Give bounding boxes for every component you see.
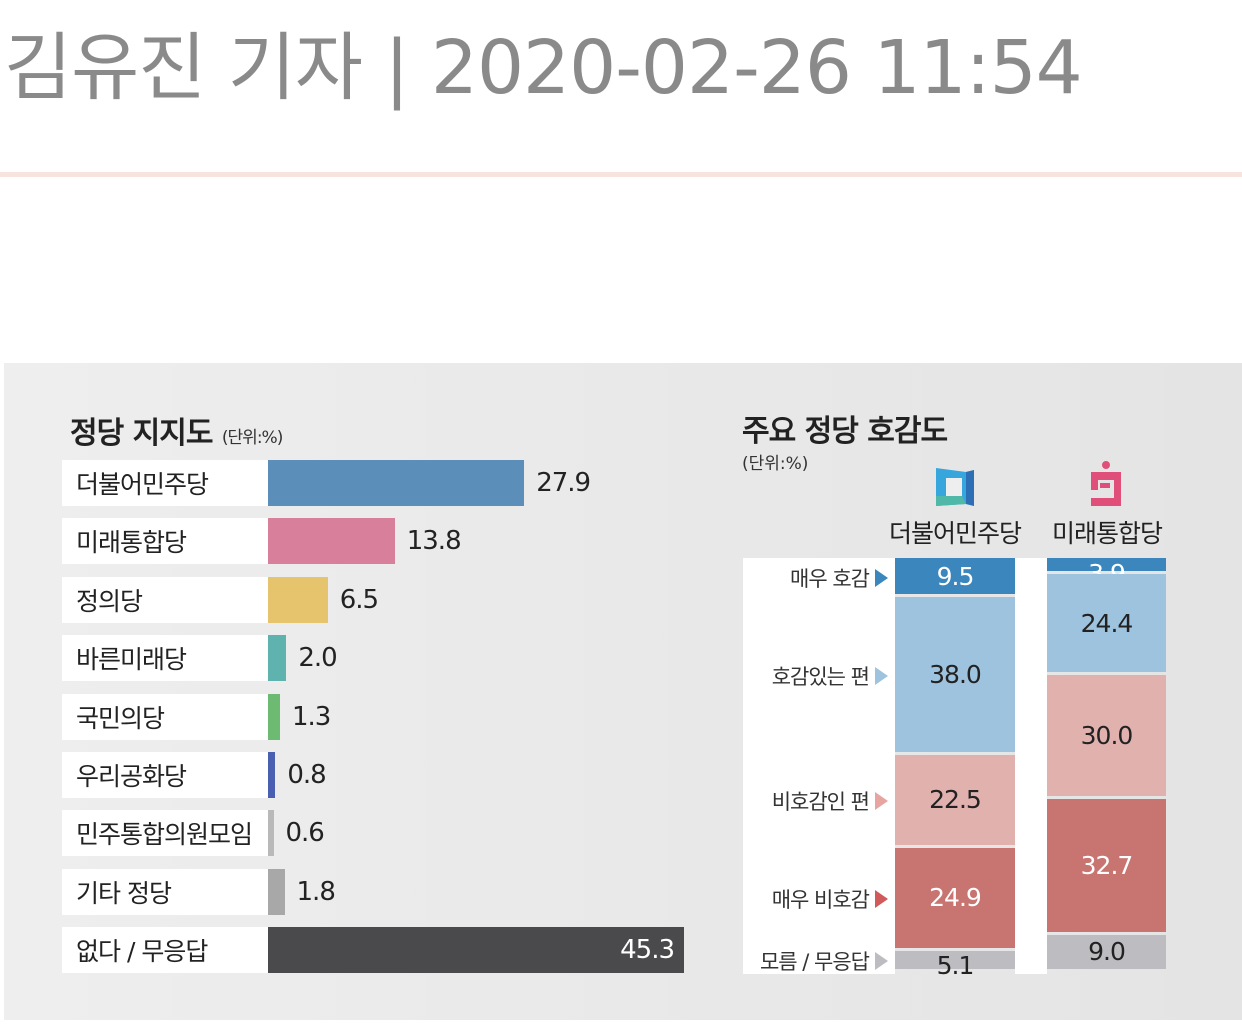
bar (268, 576, 328, 623)
row-label: 매우 비호감 (743, 884, 888, 914)
bar-category-label: 바른미래당 (62, 635, 268, 682)
triangle-marker-icon (875, 792, 888, 811)
bar-value-label: 1.8 (296, 876, 336, 907)
triangle-marker-icon (875, 952, 888, 971)
bar-value-label: 0.8 (287, 760, 326, 790)
segment-value-label: 24.9 (929, 883, 982, 913)
bar (268, 635, 287, 682)
bar-value-label: 1.3 (291, 701, 331, 732)
row-label: 호감있는 편 (743, 661, 888, 691)
triangle-marker-icon (875, 890, 888, 909)
united-future-party-logo-icon (1091, 461, 1121, 506)
triangle-marker-icon (875, 568, 888, 587)
column-label-democratic: 더불어민주당 (888, 519, 1022, 548)
row-label-text: 모름 / 무응답 (759, 950, 870, 975)
segment-value-label: 9.0 (1088, 937, 1126, 967)
bar (268, 810, 274, 857)
favor-unit: (단위:%) (742, 454, 809, 474)
bar (268, 927, 684, 974)
stacked-segment (895, 754, 1015, 845)
column-gap (1015, 558, 1047, 974)
bar-value-label: 27.9 (536, 468, 591, 498)
row-label-text: 매우 비호감 (771, 888, 870, 913)
segment-value-label: 9.5 (936, 561, 975, 591)
bar-category-label: 우리공화당 (62, 752, 268, 798)
row-label: 매우 호감 (743, 563, 888, 593)
row-label-panel (743, 558, 895, 974)
bar-value-label: 13.8 (406, 526, 462, 557)
segment-value-label: 30.0 (1080, 721, 1134, 751)
bar-category-label: 미래통합당 (62, 518, 268, 565)
row-label-text: 비호감인 편 (771, 790, 870, 815)
bar (268, 693, 280, 740)
bar-category-label: 더불어민주당 (62, 460, 268, 506)
stacked-segment (1047, 675, 1166, 797)
segment-value-label: 24.4 (1080, 608, 1134, 638)
stacked-segment (895, 558, 1015, 595)
stacked-segment (1047, 558, 1166, 572)
triangle-marker-icon (875, 666, 888, 685)
article-byline: 김유진 기자 | 2020-02-26 11:54 (4, 25, 1083, 111)
bar-value-label: 45.3 (620, 935, 675, 966)
segment-value-label: 32.7 (1080, 851, 1134, 881)
bar-category-label: 기타 정당 (62, 868, 268, 915)
bar (268, 460, 525, 506)
bar (268, 868, 285, 915)
stacked-segment (895, 597, 1015, 752)
divider (0, 172, 1242, 177)
column-label-united-future: 미래통합당 (1051, 519, 1163, 548)
bar-value-label: 2.0 (298, 643, 337, 674)
stacked-segment (895, 847, 1015, 948)
stacked-segment (1047, 574, 1166, 673)
segment-value-label: 5.1 (936, 950, 975, 980)
row-label: 비호감인 편 (743, 786, 888, 816)
segment-value-label: 22.5 (929, 785, 982, 815)
democratic-party-logo-icon (936, 468, 974, 506)
bar-category-label: 정의당 (62, 576, 268, 623)
bar (268, 518, 395, 565)
stacked-segment (895, 950, 1015, 969)
row-label: 모름 / 무응답 (743, 946, 888, 976)
stacked-segment (1047, 934, 1166, 969)
bar-value-label: 0.6 (285, 818, 325, 849)
bar (268, 752, 276, 798)
row-label-text: 호감있는 편 (771, 664, 870, 689)
bar-category-label: 국민의당 (62, 693, 268, 740)
segment-value-label: 38.0 (929, 659, 982, 689)
support-chart-title: 정당 지지도 (단위:%) (70, 408, 283, 452)
support-unit: (단위:%) (221, 428, 283, 448)
bar-value-label: 6.5 (339, 584, 379, 615)
bar-category-label: 민주통합의원모임 (62, 810, 268, 857)
row-label-text: 매우 호감 (790, 566, 870, 591)
bar-category-label: 없다 / 무응답 (62, 927, 268, 974)
stacked-segment (1047, 799, 1166, 932)
favor-chart-title: 주요 정당 호감도 (742, 414, 948, 449)
support-title-text: 정당 지지도 (70, 416, 213, 451)
